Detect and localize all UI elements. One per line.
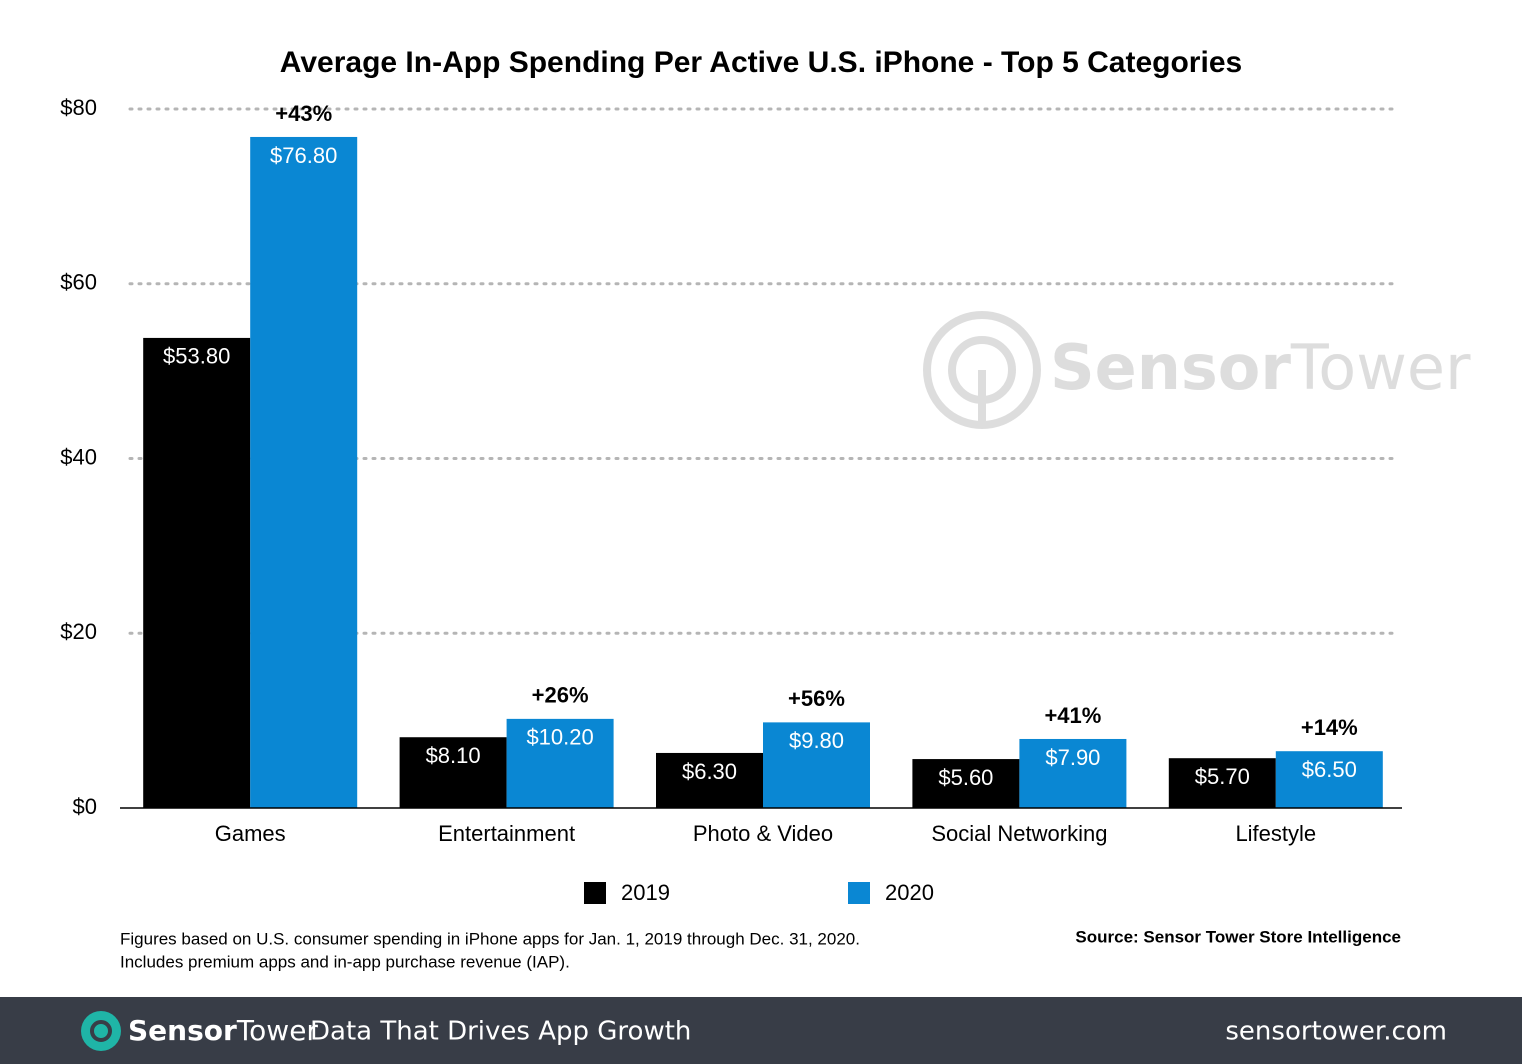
annotation: +41% (1044, 703, 1101, 728)
value-label: $53.80 (163, 344, 230, 369)
y-tick-label: $80 (60, 95, 97, 120)
watermark-text: SensorTower (1050, 331, 1471, 404)
watermark-icon (923, 311, 1041, 429)
annotation: +56% (788, 686, 845, 711)
footer-logo (81, 1011, 121, 1051)
value-label: $5.70 (1195, 764, 1250, 789)
footer-url: sensortower.com (1225, 1017, 1447, 1047)
legend-swatch (584, 882, 606, 904)
footer-brand-part: Sensor (128, 1014, 237, 1047)
bar (506, 718, 614, 808)
y-tick-label: $40 (60, 444, 97, 469)
x-tick-label: Photo & Video (693, 821, 833, 846)
footer-bar (0, 997, 1522, 1064)
value-label: $6.30 (682, 759, 737, 784)
bar (656, 752, 763, 808)
value-label: $6.50 (1302, 757, 1357, 782)
bar (399, 737, 507, 808)
bar (763, 722, 870, 808)
footer-logo (90, 1020, 112, 1042)
value-label: $9.80 (789, 728, 844, 753)
value-label: $7.90 (1045, 745, 1100, 770)
footer-brand-part: Tower (236, 1014, 319, 1047)
x-tick-label: Games (215, 821, 286, 846)
bar (143, 337, 251, 808)
value-label: $5.60 (938, 765, 993, 790)
annotation: +14% (1301, 715, 1358, 740)
source: Source: Sensor Tower Store Intelligence (1075, 927, 1401, 946)
x-tick-label: Entertainment (438, 821, 575, 846)
bar (912, 759, 1020, 808)
value-label: $76.80 (270, 143, 337, 168)
watermark-brand: Tower (1290, 331, 1471, 404)
value-label: $8.10 (426, 743, 481, 768)
note: Figures based on U.S. consumer spending … (120, 929, 860, 948)
annotation: +43% (275, 101, 332, 126)
watermark-brand: Sensor (1050, 331, 1291, 404)
watermark: SensorTower (923, 311, 1471, 429)
bar (1019, 738, 1127, 808)
y-tick-label: $20 (60, 619, 97, 644)
legend-label: 2019 (621, 880, 670, 905)
bar (250, 136, 358, 808)
x-tick-label: Social Networking (931, 821, 1107, 846)
chart-title: Average In-App Spending Per Active U.S. … (280, 46, 1242, 79)
value-label: $10.20 (526, 725, 593, 750)
footer-brand: SensorTower (128, 1014, 318, 1047)
y-tick-label: $60 (60, 270, 97, 295)
y-tick-label: $0 (73, 794, 97, 819)
legend-label: 2020 (885, 880, 934, 905)
bar (1275, 751, 1383, 808)
x-tick-label: Lifestyle (1235, 821, 1316, 846)
footer-tagline: Data That Drives App Growth (310, 1017, 691, 1047)
bar (1168, 758, 1276, 808)
annotation: +26% (532, 683, 589, 708)
legend-swatch (848, 882, 870, 904)
note: Includes premium apps and in-app purchas… (120, 952, 570, 971)
